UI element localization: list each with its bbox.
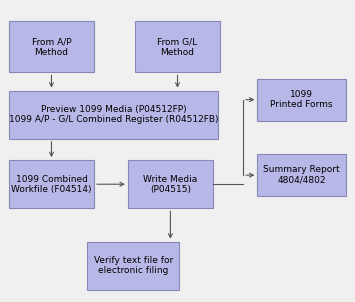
FancyBboxPatch shape — [9, 21, 94, 72]
FancyBboxPatch shape — [128, 160, 213, 208]
Text: From G/L
Method: From G/L Method — [157, 37, 198, 56]
FancyBboxPatch shape — [9, 91, 218, 139]
Text: 1099 Combined
Workfile (F04514): 1099 Combined Workfile (F04514) — [11, 175, 92, 194]
Text: Preview 1099 Media (P04512FP)
1099 A/P - G/L Combined Register (R04512FB): Preview 1099 Media (P04512FP) 1099 A/P -… — [9, 105, 218, 124]
Text: Verify text file for
electronic filing: Verify text file for electronic filing — [93, 256, 173, 275]
FancyBboxPatch shape — [9, 160, 94, 208]
Text: 1099
Printed Forms: 1099 Printed Forms — [271, 90, 333, 109]
FancyBboxPatch shape — [87, 242, 179, 290]
FancyBboxPatch shape — [257, 154, 346, 196]
FancyBboxPatch shape — [257, 79, 346, 121]
FancyBboxPatch shape — [135, 21, 220, 72]
Text: Write Media
(P04515): Write Media (P04515) — [143, 175, 197, 194]
Text: Summary Report
4804/4802: Summary Report 4804/4802 — [263, 165, 340, 185]
Text: From A/P
Method: From A/P Method — [32, 37, 71, 56]
